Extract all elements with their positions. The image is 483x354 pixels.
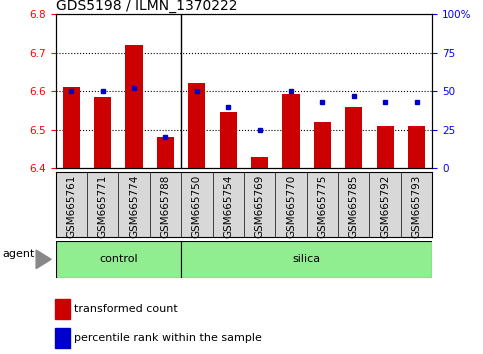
Text: GSM665788: GSM665788	[160, 175, 170, 238]
Text: GSM665792: GSM665792	[380, 175, 390, 238]
Text: GSM665750: GSM665750	[192, 175, 202, 238]
Bar	[188, 84, 205, 168]
Bar	[94, 97, 111, 168]
Text: silica: silica	[293, 254, 321, 264]
Text: agent: agent	[3, 249, 35, 259]
Text: GSM665771: GSM665771	[98, 175, 108, 238]
Bar	[283, 94, 299, 168]
Polygon shape	[36, 250, 51, 269]
Text: transformed count: transformed count	[74, 304, 178, 314]
Text: control: control	[99, 254, 138, 264]
Bar	[63, 87, 80, 168]
Bar	[157, 137, 174, 168]
Bar	[345, 107, 362, 168]
Bar	[251, 156, 268, 168]
Bar	[314, 122, 331, 168]
FancyBboxPatch shape	[181, 241, 432, 278]
FancyBboxPatch shape	[56, 241, 181, 278]
Text: GSM665785: GSM665785	[349, 175, 359, 238]
Text: GSM665774: GSM665774	[129, 175, 139, 238]
Bar	[55, 299, 70, 319]
Text: GSM665775: GSM665775	[317, 175, 327, 238]
Bar	[377, 126, 394, 168]
Text: GSM665761: GSM665761	[66, 175, 76, 238]
Text: GSM665769: GSM665769	[255, 175, 265, 238]
Bar	[126, 45, 142, 168]
Text: GSM665793: GSM665793	[412, 175, 422, 238]
Bar	[55, 328, 70, 348]
Text: GSM665770: GSM665770	[286, 175, 296, 238]
Text: percentile rank within the sample: percentile rank within the sample	[74, 333, 262, 343]
Text: GSM665754: GSM665754	[223, 175, 233, 238]
Text: GDS5198 / ILMN_1370222: GDS5198 / ILMN_1370222	[56, 0, 237, 13]
Bar	[220, 112, 237, 168]
Bar	[408, 126, 425, 168]
